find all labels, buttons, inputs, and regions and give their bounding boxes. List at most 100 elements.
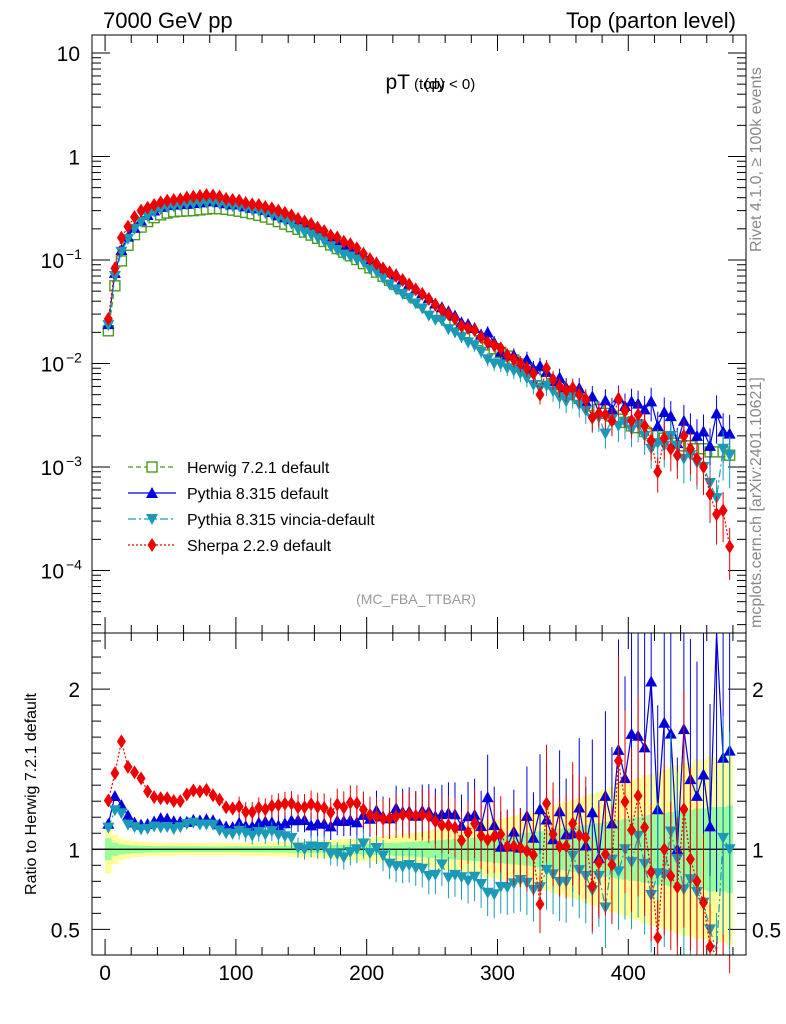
vincia-ratio-point	[115, 808, 128, 820]
vincia-point	[285, 218, 298, 230]
vincia-point	[324, 241, 337, 253]
sherpa-ratio-point	[313, 799, 323, 814]
sherpa-ratio-point	[483, 832, 493, 847]
sherpa-point	[116, 230, 126, 245]
vincia-point	[547, 386, 560, 398]
sherpa-point	[607, 413, 617, 428]
sherpa-point	[496, 341, 506, 356]
sherpa-point	[548, 372, 558, 387]
vincia-ratio-point	[141, 823, 154, 835]
sherpa-point	[620, 403, 630, 418]
vincia-point	[448, 327, 461, 339]
sherpa-ratio-point	[424, 809, 434, 824]
sherpa-point	[528, 366, 538, 381]
sherpa-ratio-point	[627, 823, 637, 838]
sherpa-ratio-point	[358, 802, 368, 817]
sherpa-ratio-point	[607, 857, 617, 872]
herwig-point	[109, 280, 121, 292]
vincia-point	[344, 251, 357, 263]
sherpa-ratio-point	[522, 844, 532, 859]
legend-marker-sherpa	[147, 538, 157, 552]
pythia-point	[520, 353, 533, 365]
sherpa-ratio-point	[705, 939, 715, 954]
sherpa-point	[130, 210, 140, 225]
legend-label-herwig: Herwig 7.2.1 default	[187, 460, 330, 477]
sherpa-point	[378, 261, 388, 276]
vincia-ratio-point	[429, 869, 442, 881]
sherpa-point	[254, 197, 264, 212]
vincia-point	[612, 420, 625, 432]
sherpa-ratio-point	[411, 808, 421, 823]
sherpa-point	[136, 203, 146, 218]
vincia-point	[305, 229, 318, 241]
sherpa-ratio-point	[195, 784, 205, 799]
sherpa-point	[443, 307, 453, 322]
vincia-point	[318, 235, 331, 247]
sherpa-ratio-point	[371, 809, 381, 824]
vincia-ratio-point	[455, 872, 468, 884]
sherpa-point	[718, 503, 728, 518]
vincia-ratio-point	[167, 823, 180, 835]
vincia-point	[383, 279, 396, 291]
sherpa-point	[339, 234, 349, 249]
sherpa-point	[633, 407, 643, 422]
main-x-axis	[104, 35, 734, 633]
vincia-point	[442, 324, 455, 336]
sherpa-point	[162, 193, 172, 208]
pythia-ratio-point	[625, 727, 638, 739]
sherpa-ratio-point	[555, 839, 565, 854]
vincia-ratio-point	[318, 842, 331, 854]
ratio-y-tick-label-right: 2	[752, 679, 764, 702]
vincia-point	[141, 211, 154, 223]
vincia-point	[292, 223, 305, 235]
sherpa-ratio-point	[600, 847, 610, 862]
sherpa-point	[457, 319, 467, 334]
sherpa-point	[672, 448, 682, 463]
y-tick-exponent: −2	[66, 350, 82, 366]
vincia-ratio-point	[717, 832, 730, 844]
sherpa-point	[509, 352, 519, 367]
plot-title-condition: (dy < 0)	[424, 76, 475, 93]
vincia-point	[435, 315, 448, 327]
sherpa-point	[725, 539, 735, 554]
vincia-point	[108, 271, 121, 283]
vincia-ratio-point	[206, 819, 219, 831]
vincia-point	[377, 273, 390, 285]
pythia-point	[697, 425, 710, 437]
ratio-x-axis: 0 100 200 300 400	[99, 633, 734, 985]
sherpa-ratio-point	[594, 855, 604, 870]
vincia-point	[455, 332, 468, 344]
vincia-ratio-point	[501, 882, 514, 894]
sherpa-ratio-point	[267, 798, 277, 813]
legend-marker-vincia	[146, 514, 158, 525]
sherpa-ratio-point	[659, 842, 669, 857]
ratio-y-axis: 0.5 0.5 1 1 2 2	[51, 640, 781, 942]
y-tick-label: 1	[68, 147, 80, 170]
sherpa-ratio-point	[332, 797, 342, 812]
vincia-point	[278, 215, 291, 227]
sherpa-ratio-point	[496, 827, 506, 842]
sherpa-ratio-point	[306, 797, 316, 812]
sherpa-point	[352, 241, 362, 256]
vincia-point	[396, 288, 409, 300]
sherpa-point	[208, 188, 218, 203]
ratio-series-group	[102, 632, 736, 974]
vincia-ratio-point	[246, 830, 259, 842]
sherpa-point	[581, 392, 591, 407]
sherpa-point	[110, 261, 120, 276]
sherpa-point	[698, 460, 708, 474]
sherpa-point	[705, 486, 715, 501]
sherpa-point	[561, 383, 571, 398]
pythia-point	[690, 429, 703, 441]
sherpa-ratio-point	[234, 799, 244, 814]
pythia-ratio-point	[278, 817, 291, 829]
sherpa-point	[175, 192, 185, 207]
vincia-ratio-point	[357, 838, 370, 850]
sherpa-point	[594, 406, 604, 421]
sherpa-ratio-point	[215, 792, 225, 807]
sherpa-point	[522, 361, 532, 376]
pythia-ratio-point	[645, 675, 658, 687]
sherpa-point	[149, 197, 159, 212]
